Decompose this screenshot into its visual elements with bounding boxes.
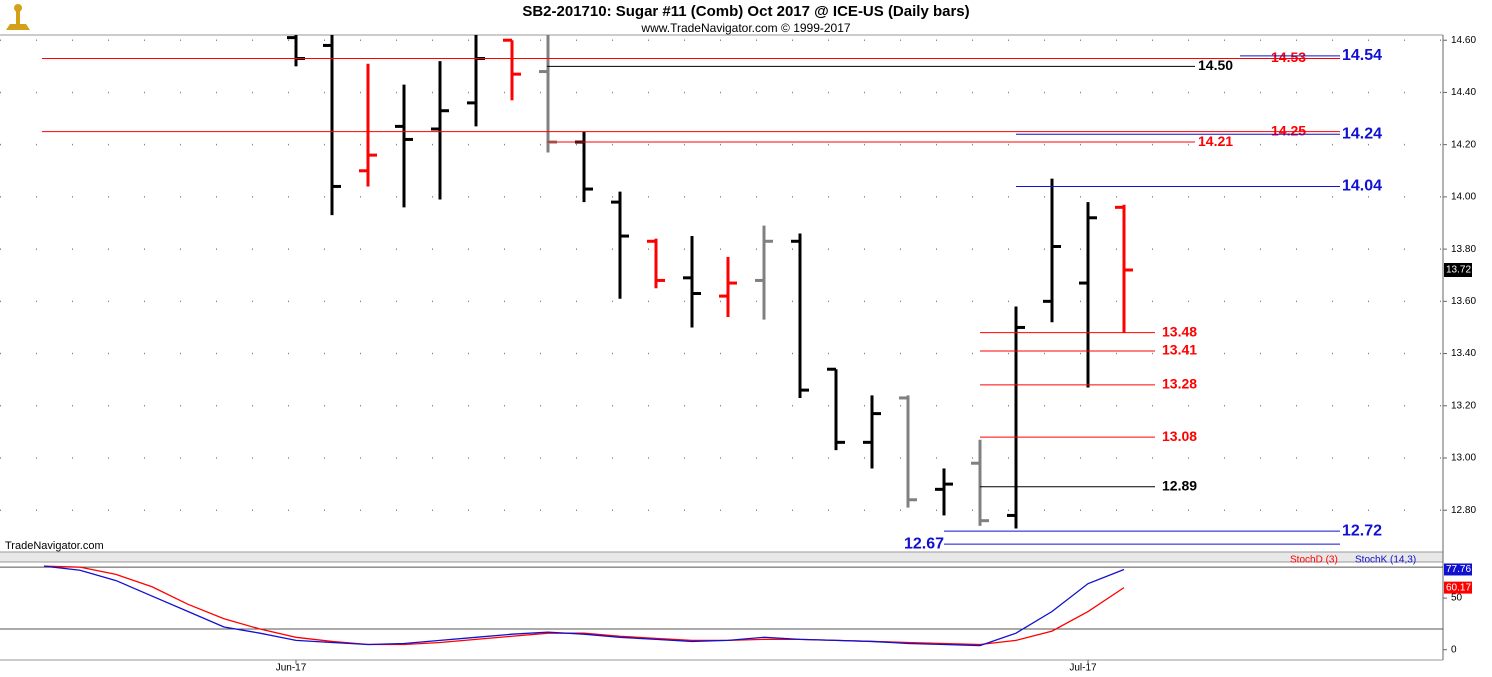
level-label: 13.41 xyxy=(1162,342,1197,358)
y-tick-label: 13.80 xyxy=(1451,244,1476,255)
last-value-badge xyxy=(1444,563,1472,576)
x-tick-label: Jun-17 xyxy=(276,663,307,674)
legend-entry: StochD (3) xyxy=(1290,555,1338,566)
level-label: 14.21 xyxy=(1198,133,1233,149)
level-label: 13.48 xyxy=(1162,323,1197,339)
chart-subtitle: www.TradeNavigator.com © 1999-2017 xyxy=(640,21,850,35)
level-label: 14.50 xyxy=(1198,57,1233,73)
y-tick-label: 13.60 xyxy=(1451,296,1476,307)
last-value-badge xyxy=(1444,581,1472,594)
x-tick-label: Jul-17 xyxy=(1069,663,1097,674)
watermark: TradeNavigator.com xyxy=(5,540,104,552)
y-tick-label: 14.60 xyxy=(1451,35,1476,46)
logo xyxy=(6,4,30,30)
level-label: 12.67 xyxy=(904,535,944,552)
y-tick-label: 14.00 xyxy=(1451,192,1476,203)
stoch-line xyxy=(43,565,1125,646)
stoch-line xyxy=(43,565,1125,647)
legend-entry: StochK (14,3) xyxy=(1355,555,1416,566)
y-tick-label: 0 xyxy=(1451,644,1457,655)
last-price-label: 13.72 xyxy=(1446,265,1471,276)
level-label: 12.72 xyxy=(1342,522,1382,539)
level-label: 14.25 xyxy=(1271,122,1306,138)
y-tick-label: 12.80 xyxy=(1451,505,1476,516)
level-label: 14.24 xyxy=(1342,125,1382,142)
y-tick-label: 13.00 xyxy=(1451,453,1476,464)
level-label: 13.28 xyxy=(1162,376,1197,392)
y-tick-label: 13.40 xyxy=(1451,348,1476,359)
level-label: 14.04 xyxy=(1342,178,1382,195)
price-panel xyxy=(0,35,1443,529)
level-label: 14.54 xyxy=(1342,47,1382,64)
last-value-label: 60.17 xyxy=(1446,582,1471,593)
y-tick-label: 14.20 xyxy=(1451,139,1476,150)
y-tick-label: 14.40 xyxy=(1451,87,1476,98)
last-value-label: 77.76 xyxy=(1446,564,1471,575)
last-price-badge xyxy=(1444,263,1472,277)
level-label: 14.53 xyxy=(1271,49,1306,65)
level-label: 13.08 xyxy=(1162,428,1197,444)
y-tick-label: 13.20 xyxy=(1451,400,1476,411)
level-label: 12.89 xyxy=(1162,477,1197,493)
chart-title: SB2-201710: Sugar #11 (Comb) Oct 2017 @ … xyxy=(522,3,969,20)
y-tick-label: 50 xyxy=(1451,593,1463,604)
panel-separator xyxy=(0,552,1443,562)
